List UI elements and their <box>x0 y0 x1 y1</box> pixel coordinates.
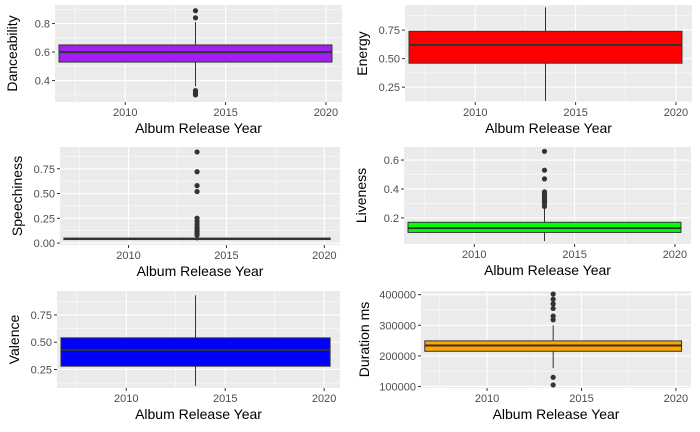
y-tick-label: 100000 <box>379 381 416 393</box>
x-tick-label: 2015 <box>562 249 586 261</box>
x-tick-label: 2020 <box>314 107 338 119</box>
chart-panel-4: 2010 2015 2020 0.2 0.4 0.6 Album Release Year L… <box>353 147 691 278</box>
x-tick-label: 2010 <box>114 393 138 405</box>
y-tick-label: 200000 <box>379 351 416 363</box>
y-tick-label: 0.75 <box>34 164 55 176</box>
x-tick-label: 2010 <box>475 393 499 405</box>
x-tick-label: 2015 <box>569 393 593 405</box>
outlier-point <box>541 189 548 195</box>
box <box>60 337 331 367</box>
outlier-point <box>541 176 548 182</box>
y-tick-label: 0.4 <box>384 184 399 196</box>
x-axis-title: Album Release Year <box>135 406 262 422</box>
y-tick-label: 0.25 <box>31 364 52 376</box>
y-tick-label: 0.6 <box>384 155 399 167</box>
x-axis-title: Album Release Year <box>484 262 611 278</box>
y-axis-title: Duration ms <box>356 302 372 377</box>
x-tick-label: 2010 <box>463 107 487 119</box>
y-tick-label: 0.8 <box>35 19 50 31</box>
y-tick-label: 0.50 <box>31 337 52 349</box>
y-tick-label: 0.25 <box>34 213 55 225</box>
outlier-point <box>194 169 200 175</box>
x-axis-title: Album Release Year <box>135 120 262 136</box>
plot-background <box>421 291 691 388</box>
y-tick-label: 400000 <box>379 290 416 302</box>
outlier-point <box>550 382 556 388</box>
chart-panel-1: 2010 2015 2020 0.4 0.6 0.8 Album Release Year D… <box>4 5 342 136</box>
x-tick-label: 2020 <box>312 393 336 405</box>
outlier-point <box>550 317 556 323</box>
chart-panel-6: 2010 2015 2020 100000 200000 300000 400000 Albu… <box>356 290 691 422</box>
x-axis-title: Album Release Year <box>485 120 612 136</box>
y-tick-label: 0.25 <box>379 82 400 94</box>
outlier-point <box>192 15 199 21</box>
x-tick-label: 2020 <box>664 107 688 119</box>
x-tick-label: 2015 <box>563 107 587 119</box>
outlier-point <box>550 301 556 307</box>
y-tick-label: 0.6 <box>35 47 50 59</box>
outlier-point <box>541 167 548 173</box>
y-axis-title: Energy <box>354 31 370 75</box>
y-axis-title: Speechiness <box>9 156 25 236</box>
y-axis-title: Valence <box>6 315 22 365</box>
outlier-point <box>541 148 548 154</box>
chart-panel-3: 2010 2015 2020 0.00 0.25 0.50 0.75 Album Releas… <box>9 147 340 279</box>
box <box>58 44 333 63</box>
outlier-point <box>550 305 556 312</box>
y-tick-label: 0.50 <box>34 189 55 201</box>
chart-panel-5: 2010 2015 2020 0.25 0.50 0.75 Album Release Ye… <box>6 291 340 422</box>
box <box>408 30 683 64</box>
outlier-point <box>194 183 200 189</box>
y-tick-label: 0.50 <box>379 54 400 66</box>
chart-panel-2: 2010 2015 2020 0.25 0.50 0.75 Album Release Ye… <box>354 5 692 136</box>
x-tick-label: 2015 <box>214 250 238 262</box>
outlier-point <box>550 313 556 319</box>
y-tick-label: 0.75 <box>379 25 400 37</box>
x-axis-title: Album Release Year <box>137 263 264 279</box>
x-tick-label: 2010 <box>113 107 137 119</box>
outlier-point <box>194 149 200 155</box>
y-tick-label: 0.4 <box>35 76 50 88</box>
x-tick-label: 2020 <box>664 393 688 405</box>
x-tick-label: 2010 <box>462 249 486 261</box>
x-tick-label: 2015 <box>213 393 237 405</box>
y-tick-label: 300000 <box>379 320 416 332</box>
x-tick-label: 2020 <box>312 250 336 262</box>
y-tick-label: 0.00 <box>34 238 55 250</box>
y-tick-label: 0.75 <box>31 310 52 322</box>
x-axis-title: Album Release Year <box>493 406 620 422</box>
y-tick-label: 0.2 <box>384 213 399 225</box>
x-tick-label: 2020 <box>663 249 687 261</box>
outlier-point <box>194 188 200 195</box>
x-tick-label: 2015 <box>213 107 237 119</box>
y-axis-title: Liveness <box>353 168 369 223</box>
y-axis-title: Danceability <box>4 15 20 91</box>
x-tick-label: 2010 <box>116 250 140 262</box>
outlier-point <box>550 291 556 297</box>
outlier-point <box>550 374 556 380</box>
outlier-point <box>550 296 556 302</box>
outlier-point <box>194 215 200 221</box>
outlier-point <box>192 87 199 94</box>
outlier-point <box>192 8 199 14</box>
plot-background <box>60 147 340 245</box>
